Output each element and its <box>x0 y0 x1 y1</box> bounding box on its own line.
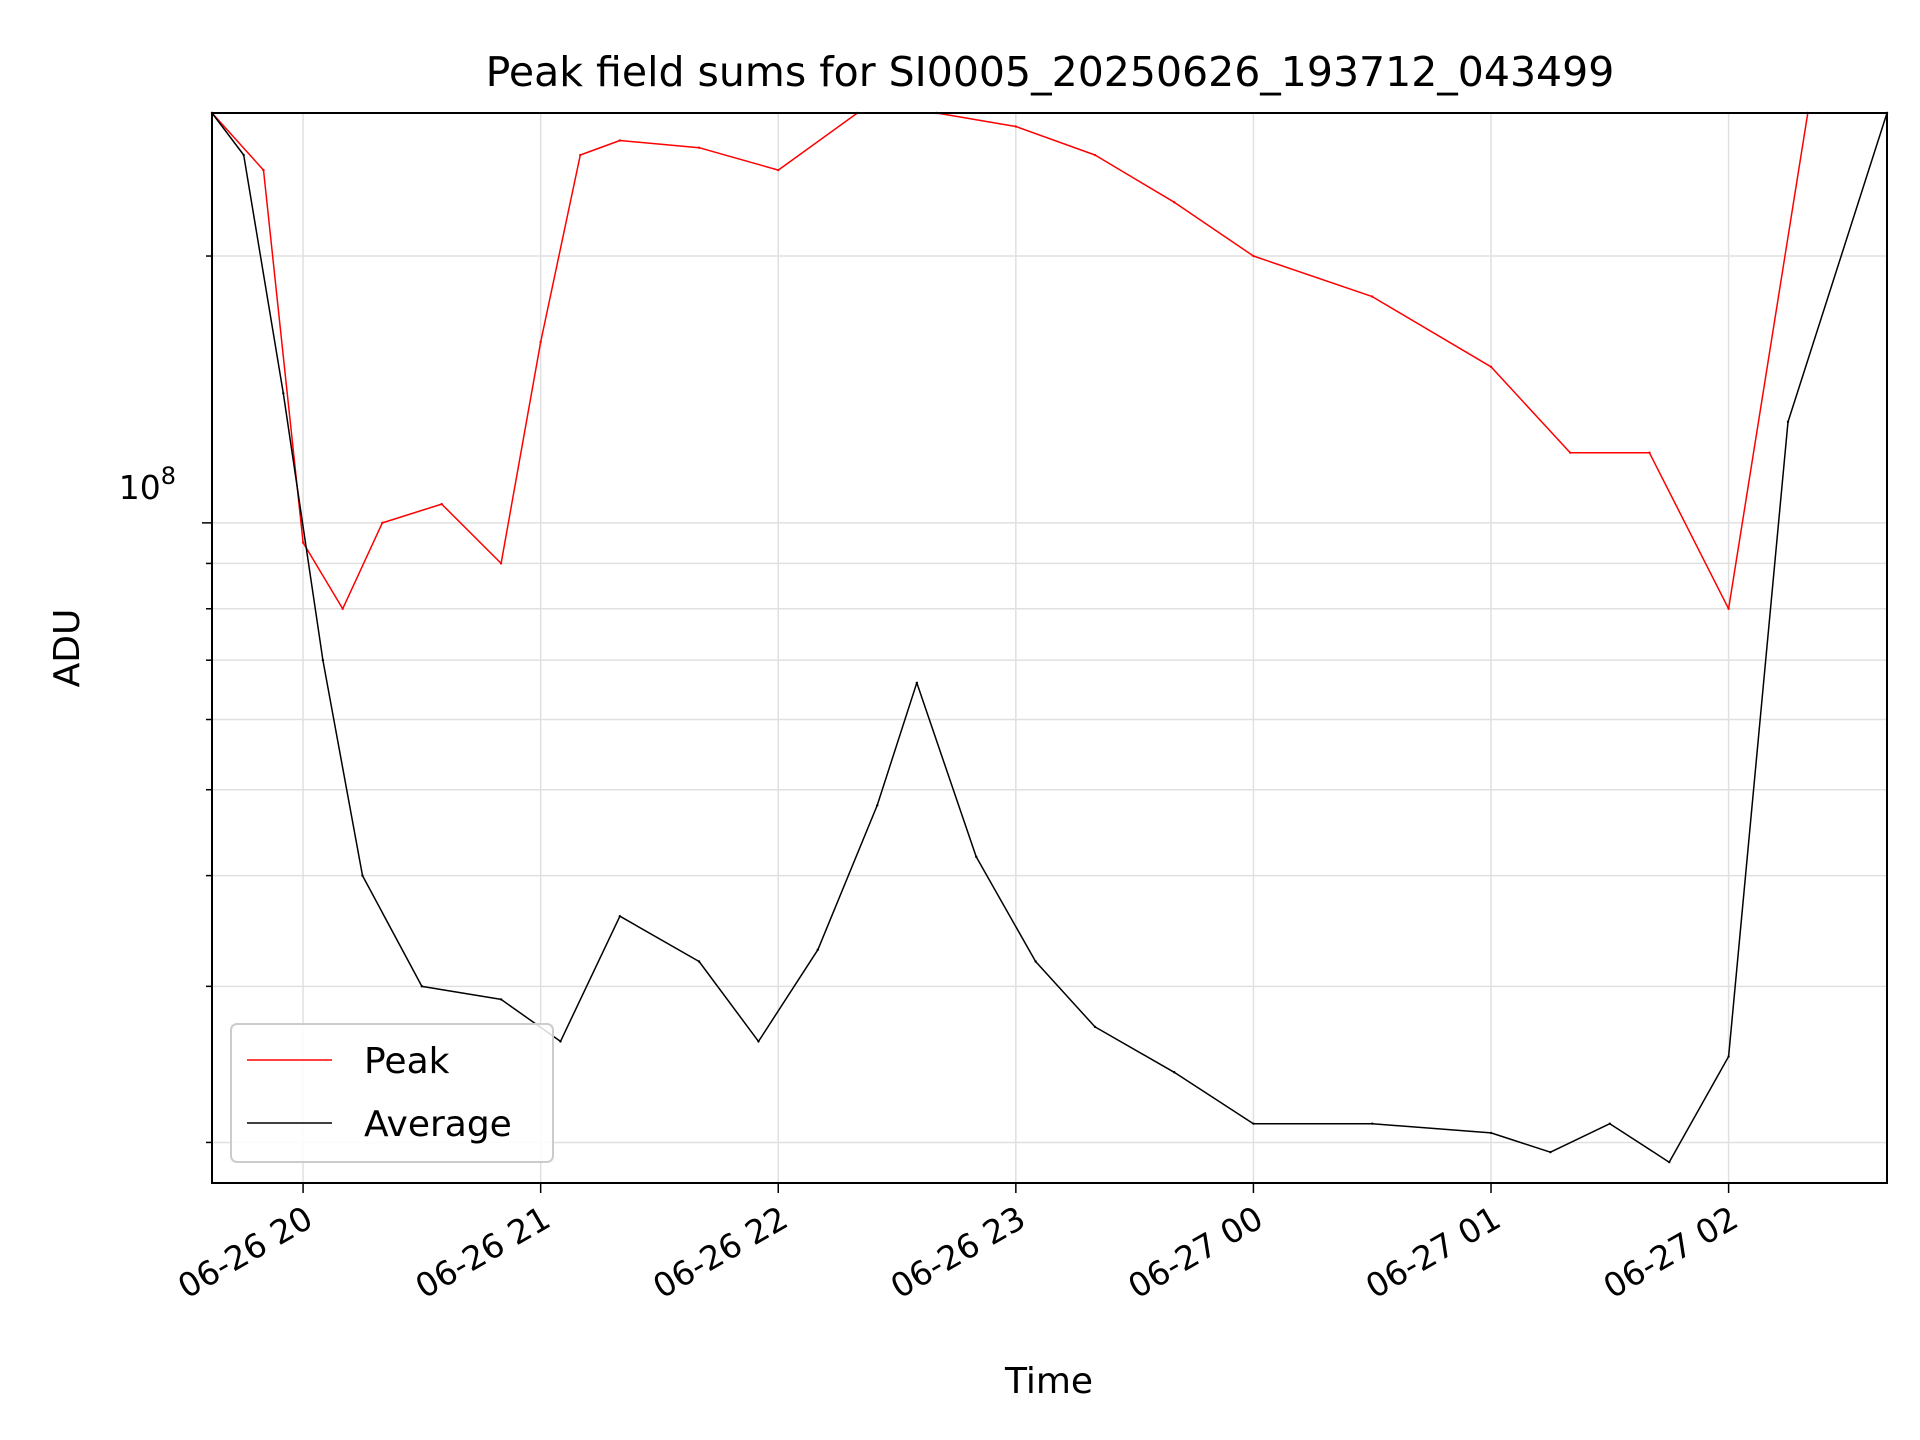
data-point-peak <box>499 562 503 565</box>
data-point-average <box>1608 1122 1612 1125</box>
data-point-average <box>1727 1055 1730 1058</box>
x-axis-label: Time <box>1004 1361 1093 1402</box>
grid <box>212 113 1887 1183</box>
data-point-peak <box>539 340 542 344</box>
data-point-peak <box>1727 607 1730 610</box>
data-point-average <box>975 855 978 859</box>
data-point-average <box>697 960 701 963</box>
data-point-peak <box>1371 295 1374 298</box>
data-point-average <box>1489 1131 1493 1135</box>
data-point-peak <box>1173 201 1176 204</box>
data-point-average <box>242 153 245 157</box>
data-point-average <box>618 914 622 918</box>
data-point-average <box>757 1040 760 1043</box>
data-point-peak <box>1014 125 1018 128</box>
data-point-average <box>876 804 879 807</box>
data-point-peak <box>777 168 780 172</box>
y-axis-ticks: 108 <box>119 255 212 1144</box>
data-point-peak <box>1489 365 1493 368</box>
data-point-average <box>915 681 919 685</box>
data-point-average <box>1786 420 1790 424</box>
data-point-average <box>282 392 285 395</box>
legend-box <box>230 1023 554 1163</box>
data-point-peak <box>440 502 443 506</box>
data-point-average <box>1371 1122 1374 1125</box>
data-point-peak <box>381 521 384 525</box>
plot-area-frame <box>211 112 1888 1184</box>
data-point-peak <box>301 541 305 544</box>
chart-title: Peak field sums for SI0005_20250626_1937… <box>486 48 1615 96</box>
data-point-peak <box>618 139 622 142</box>
data-point-peak <box>341 607 344 610</box>
data-point-average <box>321 658 325 662</box>
data-point-peak <box>1093 153 1097 157</box>
data-point-average <box>1173 1071 1176 1074</box>
data-point-average <box>361 874 364 877</box>
data-point-peak <box>1648 451 1651 454</box>
data-point-average <box>1668 1160 1671 1164</box>
legend: Peak Average <box>230 1023 554 1163</box>
series-average <box>210 111 1889 1164</box>
data-point-average <box>1034 960 1037 963</box>
data-point-average <box>559 1040 562 1043</box>
data-point-average <box>816 948 820 951</box>
legend-average-label: Average <box>364 1104 512 1145</box>
data-point-average <box>1549 1150 1552 1154</box>
data-point-average <box>1252 1122 1255 1125</box>
legend-peak-label: Peak <box>364 1041 450 1082</box>
data-point-peak <box>579 153 582 157</box>
y-axis-label: ADU <box>47 609 88 688</box>
data-point-average <box>1093 1025 1097 1029</box>
data-point-peak <box>262 168 265 172</box>
y-tick-label: 108 <box>119 462 176 507</box>
data-point-average <box>420 985 424 988</box>
data-point-peak <box>697 146 701 149</box>
data-point-peak <box>1569 451 1572 454</box>
data-point-average <box>499 998 503 1001</box>
data-point-peak <box>1252 254 1255 258</box>
